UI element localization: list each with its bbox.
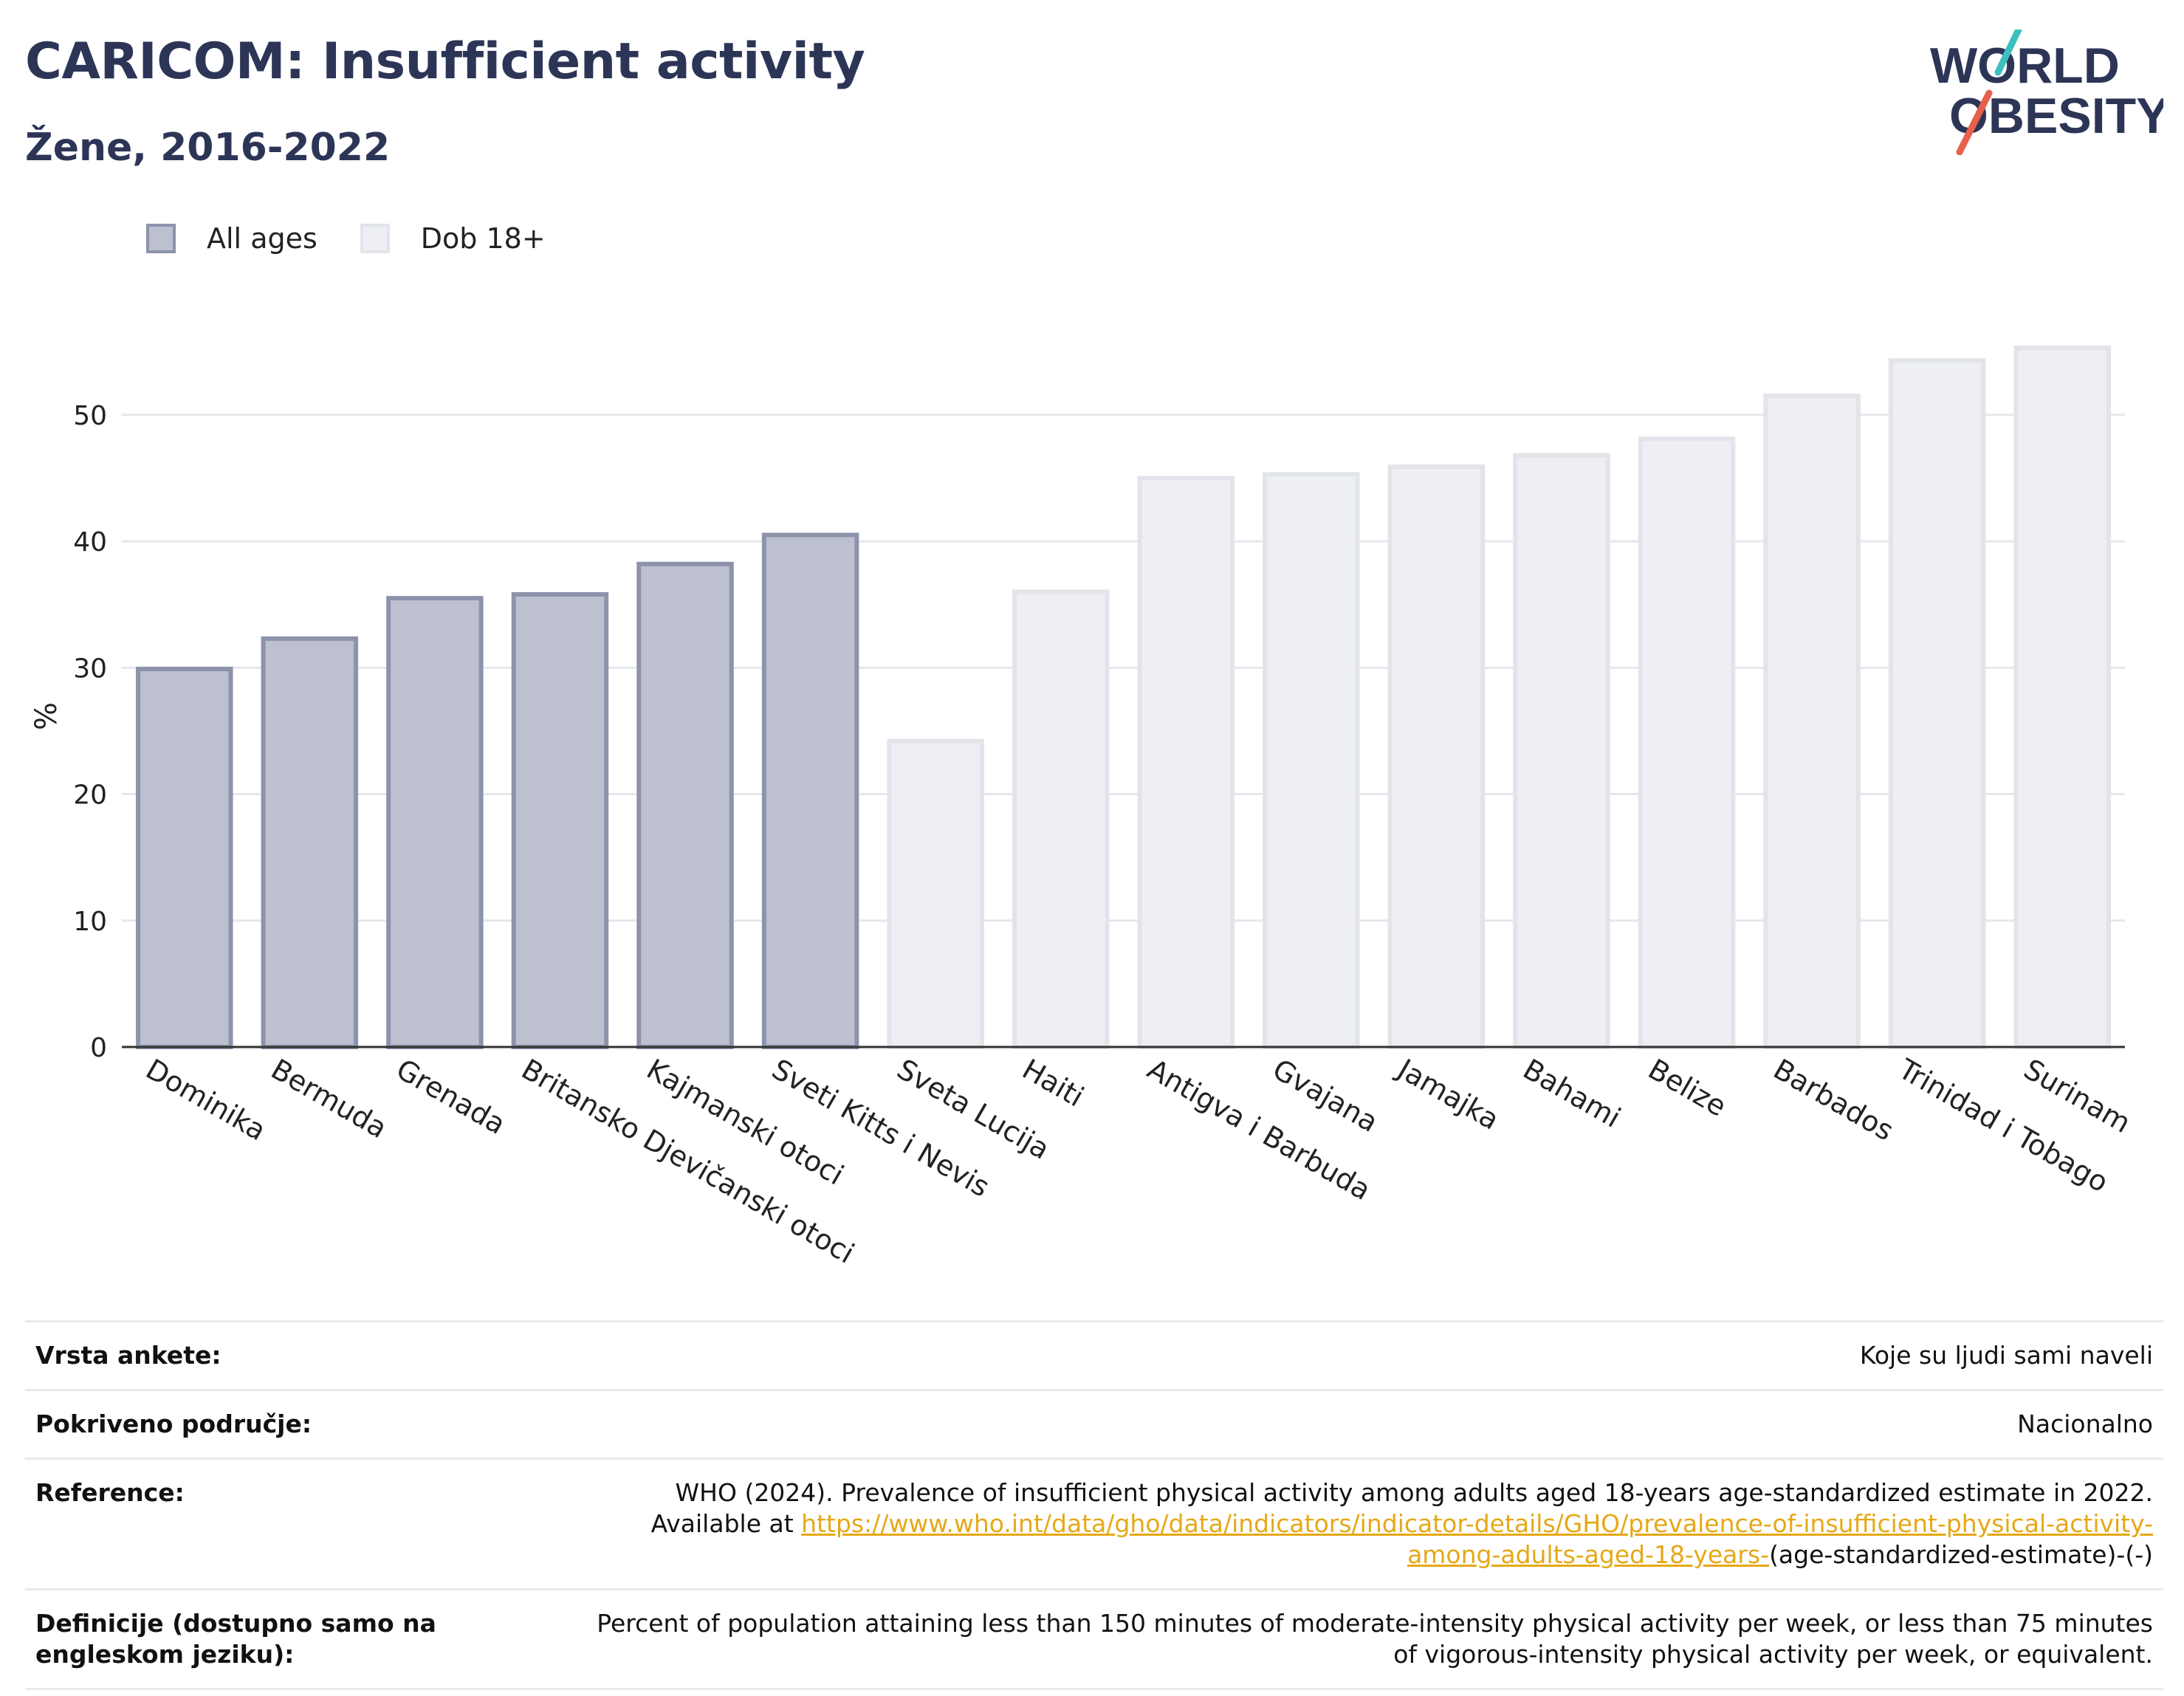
bar bbox=[1513, 453, 1610, 1049]
bar bbox=[1012, 589, 1110, 1050]
meta-row-coverage: Pokriveno područje: Nacionalno bbox=[25, 1389, 2163, 1458]
bar bbox=[1638, 436, 1736, 1049]
chart-title: CARICOM: Insufficient activity bbox=[25, 32, 865, 91]
y-tick-label: 10 bbox=[73, 907, 107, 937]
y-tick-label: 20 bbox=[73, 780, 107, 811]
x-tick-label: Bahami bbox=[1517, 1053, 1626, 1134]
bar bbox=[386, 596, 484, 1049]
logo-slash-coral bbox=[1956, 89, 1993, 155]
meta-label: Vrsta ankete: bbox=[35, 1341, 222, 1370]
y-tick-label: 0 bbox=[90, 1033, 107, 1063]
legend-item-all-ages[interactable]: All ages bbox=[146, 222, 317, 255]
bar bbox=[887, 738, 984, 1049]
legend-swatch-adults bbox=[360, 224, 390, 253]
chart-legend: All ages Dob 18+ bbox=[146, 218, 588, 259]
meta-value: WHO (2024). Prevalence of insufficient p… bbox=[567, 1477, 2153, 1570]
y-tick-label: 40 bbox=[73, 527, 107, 557]
x-tick-label: Jamajka bbox=[1391, 1052, 1505, 1136]
meta-value: Koje su ljudi sami naveli bbox=[1859, 1341, 2153, 1370]
legend-swatch-all-ages bbox=[146, 224, 176, 253]
chart-subtitle: Žene, 2016-2022 bbox=[25, 126, 391, 170]
legend-label-all-ages: All ages bbox=[207, 222, 317, 255]
reference-suffix: (age-standardized-estimate)-(-) bbox=[1769, 1540, 2153, 1569]
reference-link[interactable]: https://www.who.int/data/gho/data/indica… bbox=[801, 1509, 2153, 1569]
meta-label: Pokriveno područje: bbox=[35, 1410, 312, 1438]
meta-value: Nacionalno bbox=[2017, 1410, 2153, 1438]
bar bbox=[1137, 476, 1235, 1049]
logo-slash-teal bbox=[1994, 30, 2022, 76]
meta-row-survey-type: Vrsta ankete: Koje su ljudi sami naveli bbox=[25, 1320, 2163, 1389]
legend-item-adults[interactable]: Dob 18+ bbox=[360, 222, 546, 255]
bar bbox=[1387, 464, 1486, 1049]
bar bbox=[511, 592, 609, 1050]
metadata-table: Vrsta ankete: Koje su ljudi sami naveli … bbox=[25, 1320, 2163, 1690]
x-tick-label: Bermuda bbox=[266, 1053, 393, 1145]
bar bbox=[1888, 358, 1986, 1050]
logo-line1: WORLD bbox=[1930, 38, 2120, 94]
bar bbox=[261, 636, 359, 1049]
meta-label: Reference: bbox=[35, 1478, 185, 1507]
y-axis-label: % bbox=[30, 702, 63, 730]
world-obesity-logo: WORLD OBESITY bbox=[1930, 30, 2163, 155]
x-tick-label: Belize bbox=[1643, 1053, 1732, 1123]
x-tick-label: Haiti bbox=[1017, 1053, 1089, 1113]
bar bbox=[1763, 394, 1861, 1050]
x-tick-label: Barbados bbox=[1768, 1053, 1900, 1147]
x-tick-label: Sveti Kitts i Nevis bbox=[766, 1053, 995, 1204]
bar bbox=[761, 532, 859, 1049]
reference-text: WHO (2024). Prevalence of insufficient p… bbox=[650, 1478, 2153, 1538]
y-tick-label: 30 bbox=[73, 653, 107, 684]
bar bbox=[636, 561, 734, 1050]
legend-label-adults: Dob 18+ bbox=[420, 222, 546, 255]
meta-label: Definicije (dostupno samo na engleskom j… bbox=[35, 1609, 436, 1669]
x-tick-label: Grenada bbox=[391, 1053, 511, 1141]
bar bbox=[2013, 346, 2111, 1050]
bar bbox=[136, 667, 233, 1049]
y-tick-label: 50 bbox=[73, 401, 107, 431]
bar bbox=[1263, 472, 1360, 1049]
x-tick-label: Dominika bbox=[140, 1053, 271, 1147]
x-tick-label: Trinidad i Tobago bbox=[1892, 1052, 2114, 1198]
meta-row-reference: Reference: WHO (2024). Prevalence of ins… bbox=[25, 1458, 2163, 1588]
meta-row-definition: Definicije (dostupno samo na engleskom j… bbox=[25, 1588, 2163, 1690]
meta-value: Percent of population attaining less tha… bbox=[597, 1609, 2153, 1669]
x-tick-label: Antigva i Barbuda bbox=[1142, 1053, 1376, 1206]
